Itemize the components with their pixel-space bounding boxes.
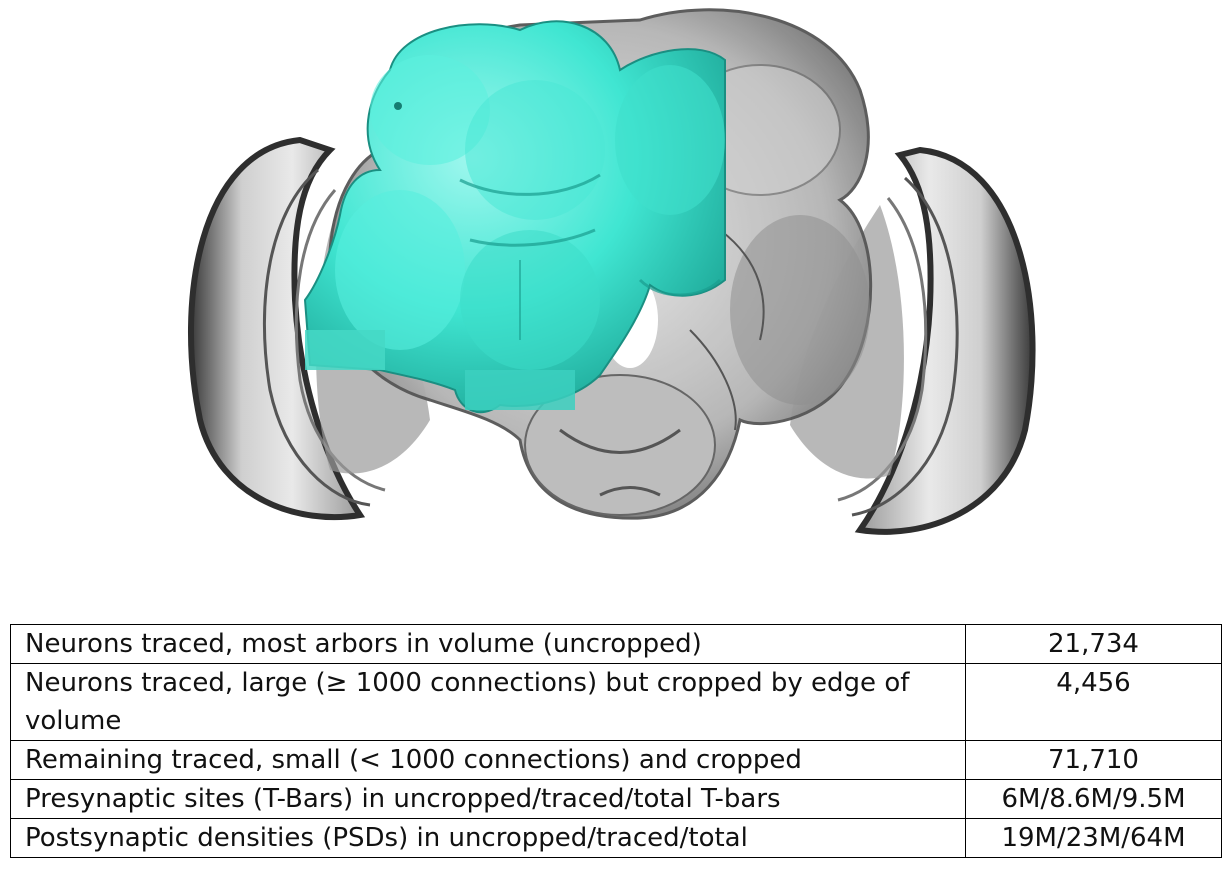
row-label: Neurons traced, large (≥ 1000 connection… [10, 663, 966, 741]
table-row: Remaining traced, small (< 1000 connecti… [10, 740, 1222, 780]
stats-table-body: Neurons traced, most arbors in volume (u… [10, 624, 1222, 858]
row-value: 21,734 [965, 624, 1222, 664]
table-row: Presynaptic sites (T-Bars) in uncropped/… [10, 779, 1222, 819]
traced-region [303, 20, 726, 414]
row-value: 4,456 [965, 663, 1222, 741]
table-row: Postsynaptic densities (PSDs) in uncropp… [10, 818, 1222, 858]
row-label: Presynaptic sites (T-Bars) in uncropped/… [10, 779, 966, 819]
table-row: Neurons traced, large (≥ 1000 connection… [10, 663, 1222, 741]
brain-rendering [188, 8, 1036, 535]
row-value: 19M/23M/64M [965, 818, 1222, 858]
row-label: Neurons traced, most arbors in volume (u… [10, 624, 966, 664]
row-label: Postsynaptic densities (PSDs) in uncropp… [10, 818, 966, 858]
row-value: 71,710 [965, 740, 1222, 780]
row-label: Remaining traced, small (< 1000 connecti… [10, 740, 966, 780]
table-row: Neurons traced, most arbors in volume (u… [10, 624, 1222, 664]
stats-table: Neurons traced, most arbors in volume (u… [10, 624, 1222, 858]
row-value: 6M/8.6M/9.5M [965, 779, 1222, 819]
